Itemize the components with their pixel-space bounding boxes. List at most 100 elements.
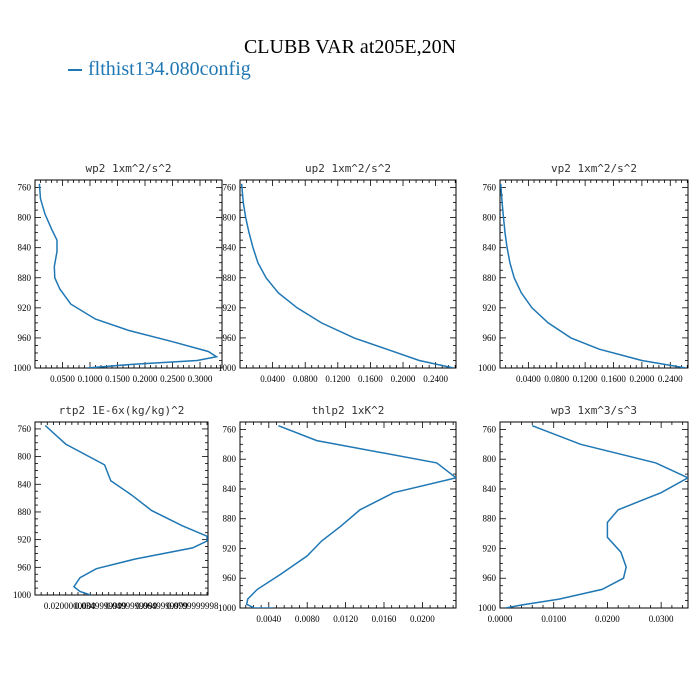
x-tick-label: 0.0500 <box>50 374 75 384</box>
y-tick-label: 1000 <box>218 363 237 373</box>
x-tick-label: 0.0800 <box>544 374 569 384</box>
y-tick-label: 880 <box>18 507 32 517</box>
chart-title: up2 1xm^2/s^2 <box>305 162 391 175</box>
y-tick-label: 800 <box>483 454 497 464</box>
chart-panel: rtp2 1E-6x(kg/kg)^2 760 800 840 880 920 960 100… <box>13 404 219 611</box>
y-tick-label: 1000 <box>478 603 497 613</box>
x-tick-label: 0.0799999998 <box>167 601 219 611</box>
x-tick-label: 0.0400 <box>516 374 541 384</box>
x-tick-label: 0.2000 <box>133 374 158 384</box>
y-tick-label: 760 <box>223 424 237 434</box>
x-tick-label: 0.1600 <box>358 374 383 384</box>
y-tick-label: 880 <box>483 514 497 524</box>
x-tick-label: 0.2500 <box>160 374 185 384</box>
y-tick-label: 960 <box>223 573 237 583</box>
x-tick-label: 0.0200 <box>595 614 620 624</box>
x-tick-label: 0.0400 <box>260 374 285 384</box>
y-tick-label: 760 <box>223 183 237 193</box>
x-tick-label: 0.0160 <box>372 614 397 624</box>
y-tick-label: 760 <box>483 424 497 434</box>
y-tick-label: 960 <box>18 562 32 572</box>
x-tick-label: 0.2000 <box>630 374 655 384</box>
x-tick-label: 0.0800 <box>293 374 318 384</box>
y-tick-label: 800 <box>223 454 237 464</box>
x-tick-label: 0.0200000000 <box>44 601 96 611</box>
y-tick-label: 800 <box>223 213 237 223</box>
plot-frame <box>34 179 223 369</box>
x-tick-label: 0.1600 <box>601 374 626 384</box>
chart-panel: wp3 1xm^3/s^3 760 800 840 880 920 960 10000.000… <box>478 404 689 624</box>
y-tick-label: 840 <box>483 484 497 494</box>
legend: flthist134.080config <box>68 58 251 81</box>
y-tick-label: 760 <box>18 183 32 193</box>
y-tick-label: 1000 <box>13 590 32 600</box>
y-tick-label: 920 <box>223 543 237 553</box>
y-tick-label: 760 <box>483 183 497 193</box>
y-tick-label: 840 <box>18 243 32 253</box>
plot-frame <box>499 179 689 369</box>
y-tick-label: 800 <box>483 213 497 223</box>
y-tick-label: 880 <box>223 273 237 283</box>
y-tick-label: 1000 <box>478 363 497 373</box>
y-tick-label: 1000 <box>13 363 32 373</box>
chart-panel: up2 1xm^2/s^2 760 800 840 880 920 960 1000 0.040… <box>218 162 457 384</box>
y-tick-label: 960 <box>223 333 237 343</box>
y-tick-label: 840 <box>223 484 237 494</box>
y-tick-label: 920 <box>223 303 237 313</box>
series-line <box>240 183 454 368</box>
y-tick-label: 960 <box>18 333 32 343</box>
y-tick-label: 880 <box>223 514 237 524</box>
y-tick-label: 1000 <box>218 603 237 613</box>
series-line <box>505 424 688 608</box>
x-tick-label: 0.0100 <box>541 614 566 624</box>
x-tick-label: 0.1200 <box>573 374 598 384</box>
x-tick-label: 0.1500 <box>105 374 130 384</box>
chart-panel: vp2 1xm^2/s^2 760 800 840 880 920 960 1000 0.040… <box>478 162 689 384</box>
y-tick-label: 880 <box>18 273 32 283</box>
chart-title: thlp2 1xK^2 <box>312 404 385 417</box>
plot-frame <box>34 421 209 596</box>
y-tick-label: 920 <box>483 543 497 553</box>
legend-label: flthist134.080config <box>88 58 251 80</box>
x-tick-label: 0.0499999999 <box>105 601 157 611</box>
x-tick-label: 0.0040 <box>256 614 281 624</box>
y-tick-label: 880 <box>483 273 497 283</box>
y-tick-label: 920 <box>483 303 497 313</box>
series-line <box>500 183 687 368</box>
y-tick-label: 760 <box>18 424 32 434</box>
y-tick-label: 800 <box>18 213 32 223</box>
chart-panel: wp2 1xm^2/s^2 760 800 840 880 920 960 1000 0.050… <box>13 162 223 384</box>
x-tick-label: 0.2000 <box>391 374 416 384</box>
x-tick-label: 0.0300 <box>649 614 674 624</box>
series-line <box>38 183 219 368</box>
chart-title: wp2 1xm^2/s^2 <box>85 162 171 175</box>
x-tick-label: 0.2400 <box>658 374 683 384</box>
page-title: CLUBB VAR at205E,20N <box>243 36 457 58</box>
x-tick-label: 0.0200 <box>410 614 435 624</box>
x-tick-label: 0.3000 <box>188 374 213 384</box>
x-tick-label: 0.0349999999 <box>75 601 127 611</box>
chart-panel: thlp2 1xK^2 760 800 840 880 920 960 1000 0.0040 0… <box>218 404 457 624</box>
y-tick-label: 920 <box>18 535 32 545</box>
y-tick-label: 960 <box>483 333 497 343</box>
x-tick-label: 0.0080 <box>295 614 320 624</box>
x-tick-label: 0.1000 <box>78 374 103 384</box>
x-tick-label: 0.1200 <box>325 374 350 384</box>
chart-title: rtp2 1E-6x(kg/kg)^2 <box>59 404 185 417</box>
plot-frame <box>499 421 689 609</box>
y-tick-label: 840 <box>483 243 497 253</box>
y-tick-label: 920 <box>18 303 32 313</box>
x-tick-label: 0.2400 <box>423 374 448 384</box>
plot-frame <box>239 421 457 609</box>
series-line <box>44 424 208 595</box>
x-tick-label: 0.0120 <box>333 614 358 624</box>
y-tick-label: 800 <box>18 452 32 462</box>
chart-title: vp2 1xm^2/s^2 <box>551 162 637 175</box>
y-tick-label: 840 <box>18 479 32 489</box>
y-tick-label: 960 <box>483 573 497 583</box>
legend-line-swatch <box>68 69 82 72</box>
x-tick-label: 0.0649999999 <box>136 601 188 611</box>
plot-frame <box>239 179 457 369</box>
x-tick-label: 0.0000 <box>488 614 513 624</box>
